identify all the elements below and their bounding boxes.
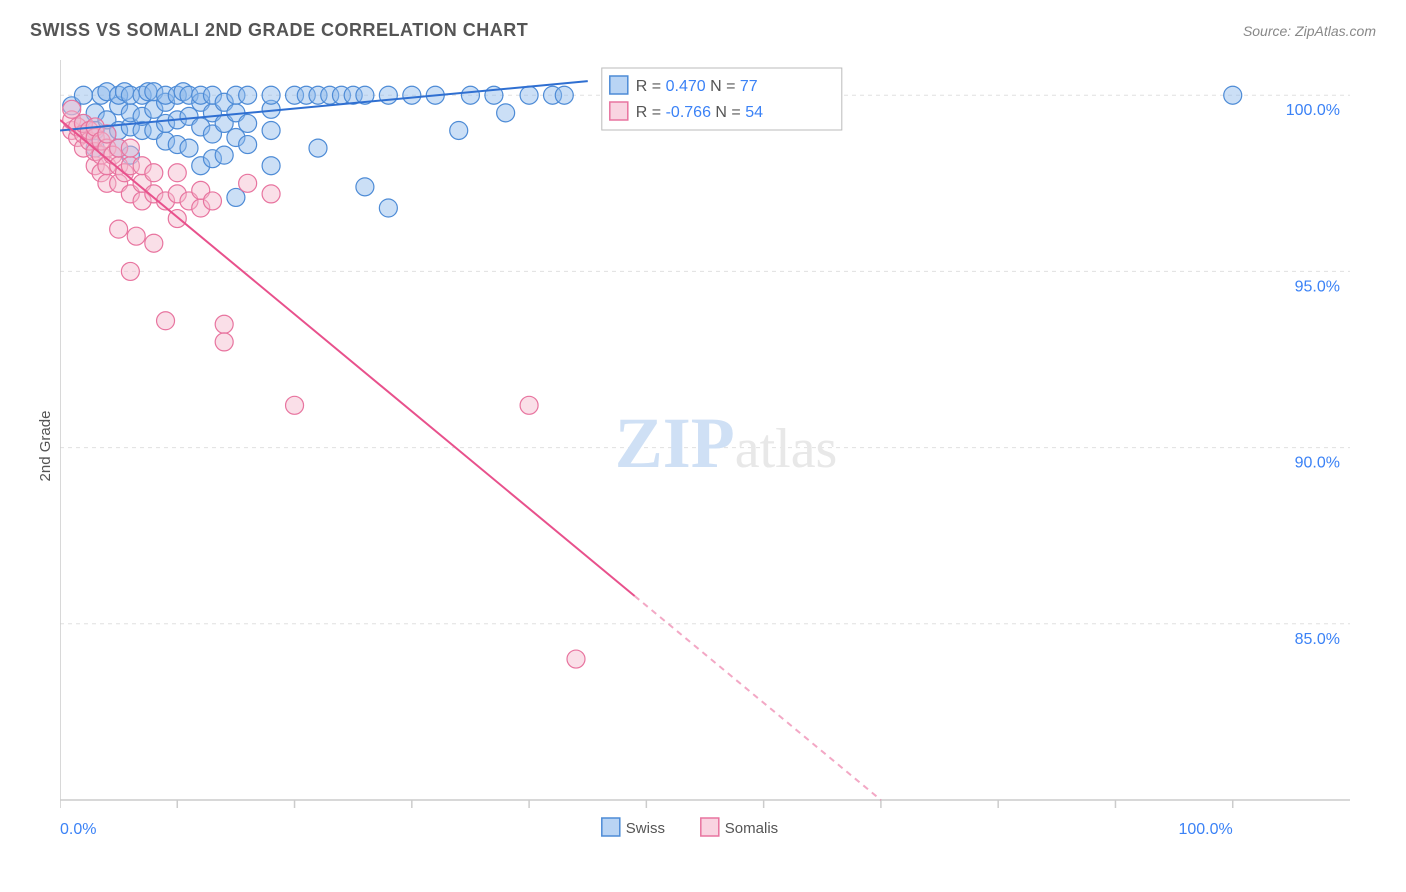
data-point <box>157 312 175 330</box>
data-point <box>520 396 538 414</box>
data-point <box>239 114 257 132</box>
bottom-legend-swatch <box>701 818 719 836</box>
bottom-legend-label: Swiss <box>626 820 665 837</box>
data-point <box>262 121 280 139</box>
data-point <box>121 139 139 157</box>
data-point <box>520 86 538 104</box>
legend-swatch <box>610 102 628 120</box>
x-tick-label: 0.0% <box>60 821 96 838</box>
data-point <box>461 86 479 104</box>
data-point <box>379 199 397 217</box>
data-point <box>262 185 280 203</box>
data-point <box>239 136 257 154</box>
data-point <box>497 104 515 122</box>
data-point <box>239 86 257 104</box>
bottom-legend-swatch <box>602 818 620 836</box>
y-tick-label: 85.0% <box>1295 631 1340 648</box>
data-point <box>127 227 145 245</box>
data-point <box>450 121 468 139</box>
data-point <box>203 192 221 210</box>
data-point <box>121 262 139 280</box>
data-point <box>215 146 233 164</box>
data-point <box>145 234 163 252</box>
data-point <box>356 178 374 196</box>
data-point <box>215 315 233 333</box>
data-point <box>286 396 304 414</box>
data-point <box>567 650 585 668</box>
y-axis-label: 2nd Grade <box>37 411 54 482</box>
data-point <box>180 139 198 157</box>
y-tick-label: 95.0% <box>1295 278 1340 295</box>
data-point <box>555 86 573 104</box>
data-point <box>403 86 421 104</box>
data-point <box>309 139 327 157</box>
data-point <box>239 174 257 192</box>
y-tick-label: 90.0% <box>1295 455 1340 472</box>
data-point <box>262 86 280 104</box>
data-point <box>1224 86 1242 104</box>
legend-swatch <box>610 76 628 94</box>
data-point <box>168 164 186 182</box>
data-point <box>110 220 128 238</box>
x-tick-label: 100.0% <box>1178 821 1232 838</box>
bottom-legend-label: Somalis <box>725 820 778 837</box>
data-point <box>145 164 163 182</box>
legend-entry: R = -0.766 N = 54 <box>636 104 763 121</box>
scatter-plot: 85.0%90.0%95.0%100.0%ZIPatlas0.0%100.0%R… <box>60 60 1380 830</box>
data-point <box>262 157 280 175</box>
chart-title: SWISS VS SOMALI 2ND GRADE CORRELATION CH… <box>30 20 528 41</box>
source-label: Source: ZipAtlas.com <box>1243 23 1376 39</box>
y-tick-label: 100.0% <box>1286 102 1340 119</box>
data-point <box>215 333 233 351</box>
data-point <box>379 86 397 104</box>
legend-entry: R = 0.470 N = 77 <box>636 78 758 95</box>
